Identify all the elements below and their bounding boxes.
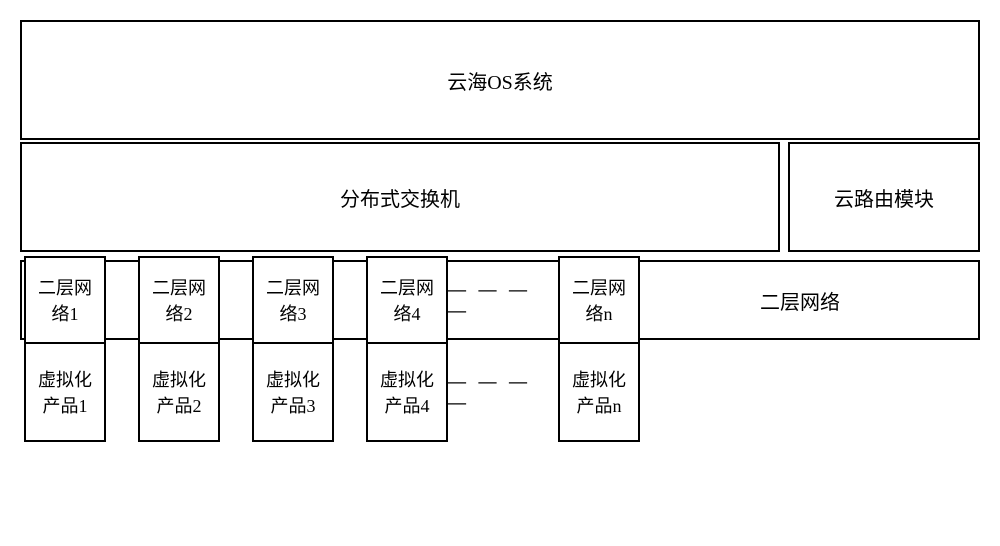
layer2-items: 二层网 络1 二层网 络2 二层网 络3 二层网 络4 — — — — 二层网 … (20, 260, 980, 340)
layer2-net-2: 二层网 络2 (138, 256, 220, 344)
architecture-diagram: 云海OS系统 分布式交换机 云路由模块 二层网 络1 二层网 络2 二层网 络3… (20, 20, 980, 442)
layer2-net-1: 二层网 络1 (24, 256, 106, 344)
layer2-net-4: 二层网 络4 (366, 256, 448, 344)
virt-product-n: 虚拟化 产品n (558, 342, 640, 442)
layer2-net-3: 二层网 络3 (252, 256, 334, 344)
cloud-router-label: 云路由模块 (834, 183, 934, 212)
distributed-switch-label: 分布式交换机 (340, 183, 460, 212)
virt-product-2: 虚拟化 产品2 (138, 342, 220, 442)
virt-product-1: 虚拟化 产品1 (24, 342, 106, 442)
virt-product-4: 虚拟化 产品4 (366, 342, 448, 442)
distributed-switch-box: 分布式交换机 (20, 142, 780, 252)
row-virtualization: 虚拟化 产品1 虚拟化 产品2 虚拟化 产品3 虚拟化 产品4 — — — — … (20, 342, 980, 442)
row-layer2-networks: 二层网 络1 二层网 络2 二层网 络3 二层网 络4 — — — — 二层网 … (20, 260, 980, 340)
virt-product-3: 虚拟化 产品3 (252, 342, 334, 442)
os-system-label: 云海OS系统 (447, 66, 553, 95)
os-system-box: 云海OS系统 (20, 20, 980, 140)
row-middleware: 分布式交换机 云路由模块 (20, 142, 980, 252)
layer2-net-n: 二层网 络n (558, 256, 640, 344)
layer2-right-label: 二层网络 (640, 286, 980, 315)
ellipsis-dashes-2: — — — — (448, 371, 558, 413)
cloud-router-box: 云路由模块 (788, 142, 980, 252)
ellipsis-dashes: — — — — (448, 279, 558, 321)
